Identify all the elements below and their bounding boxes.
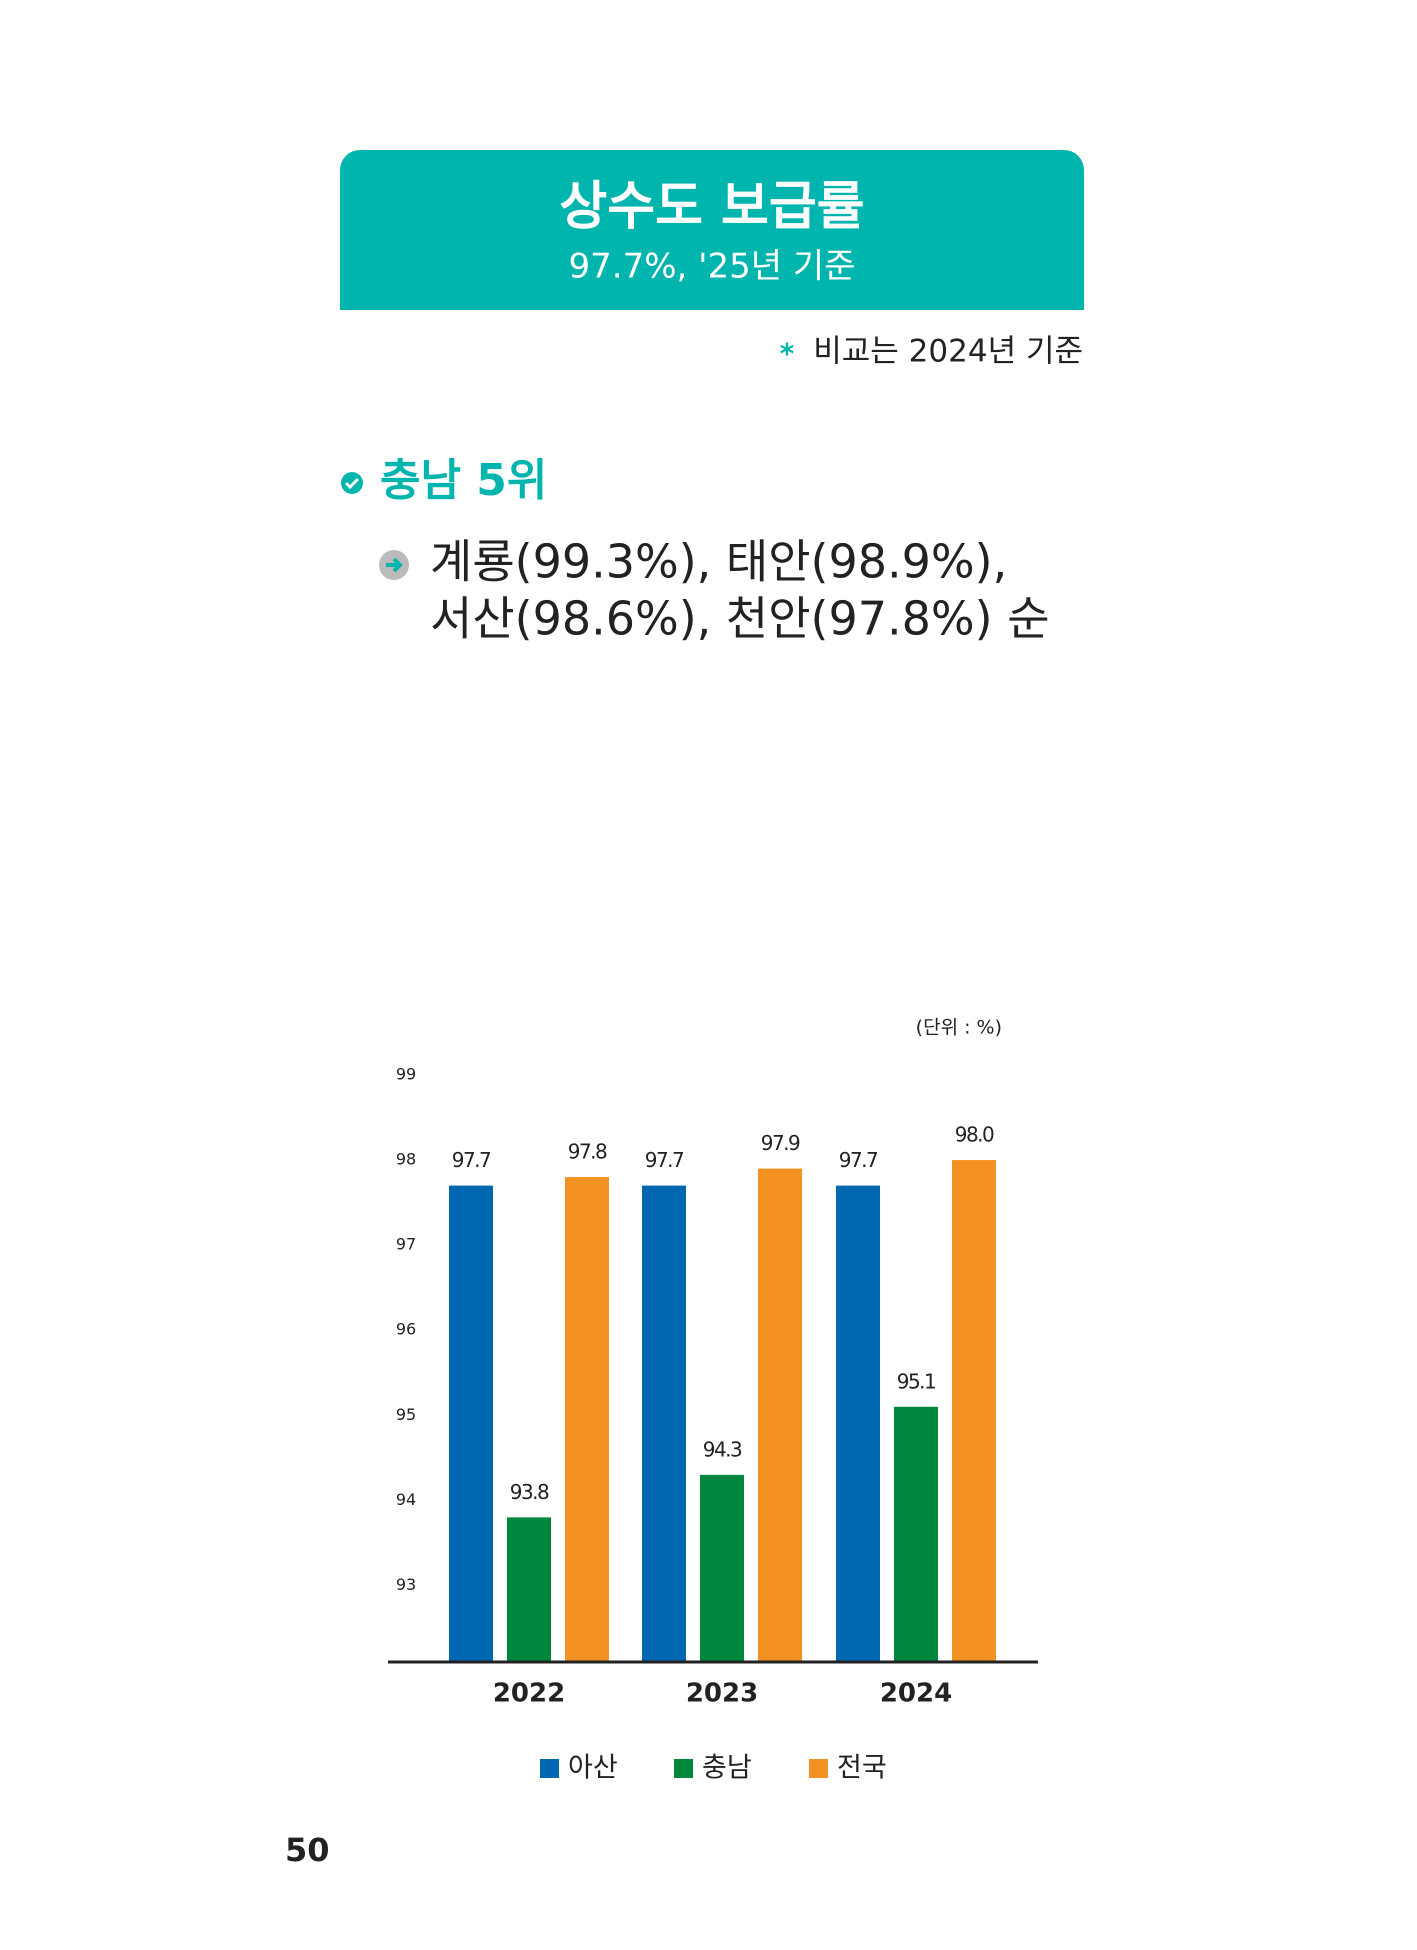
note-mark: * [780,337,795,370]
header-title: 상수도 보급률 [559,177,864,237]
note: 비교는 2024년 기준 [813,334,1083,370]
value-label: 95.1 [897,1369,936,1393]
value-label: 97.7 [452,1148,491,1172]
rank-title: 충남 5위 [380,455,547,506]
bar [565,1177,609,1662]
x-tick-label: 2022 [493,1679,565,1709]
y-tick-label: 96 [396,1320,416,1339]
bar [894,1406,938,1662]
check-mark [344,477,360,490]
y-tick-label: 94 [396,1490,416,1509]
bar [642,1185,686,1662]
value-label: 97.8 [568,1140,607,1164]
y-tick-label: 97 [396,1235,416,1254]
legend-swatch [674,1759,693,1778]
legend-swatch [809,1759,828,1778]
x-tick-label: 2024 [880,1679,952,1709]
y-tick-label: 99 [396,1065,416,1084]
value-label: 97.7 [839,1148,878,1172]
legend-label: 전국 [837,1753,887,1784]
value-label: 98.0 [955,1123,994,1147]
header-subtitle: 97.7%, '25년 기준 [569,247,856,287]
value-label: 94.3 [703,1437,742,1461]
bar [836,1185,880,1662]
legend-label: 아산 [568,1753,618,1784]
bar [952,1160,996,1662]
header-box [340,150,1084,310]
x-tick-label: 2023 [686,1679,758,1709]
rank-line: 계룡(99.3%), 태안(98.9%), [430,535,1007,589]
value-label: 97.7 [645,1148,684,1172]
arrow-mark [386,557,403,573]
value-label: 93.8 [510,1480,549,1504]
unit-label: (단위 : %) [916,1017,1002,1039]
rank-line: 서산(98.6%), 천안(97.8%) 순 [430,592,1050,646]
page-number: 50 [285,1831,330,1869]
legend-label: 충남 [702,1753,752,1784]
bar [758,1168,802,1662]
legend-swatch [540,1759,559,1778]
value-label: 97.9 [761,1131,800,1155]
y-tick-label: 98 [396,1150,416,1169]
y-tick-label: 95 [396,1405,416,1424]
bar [507,1517,551,1662]
y-tick-label: 93 [396,1575,416,1594]
bar [700,1474,744,1662]
bar [449,1185,493,1662]
